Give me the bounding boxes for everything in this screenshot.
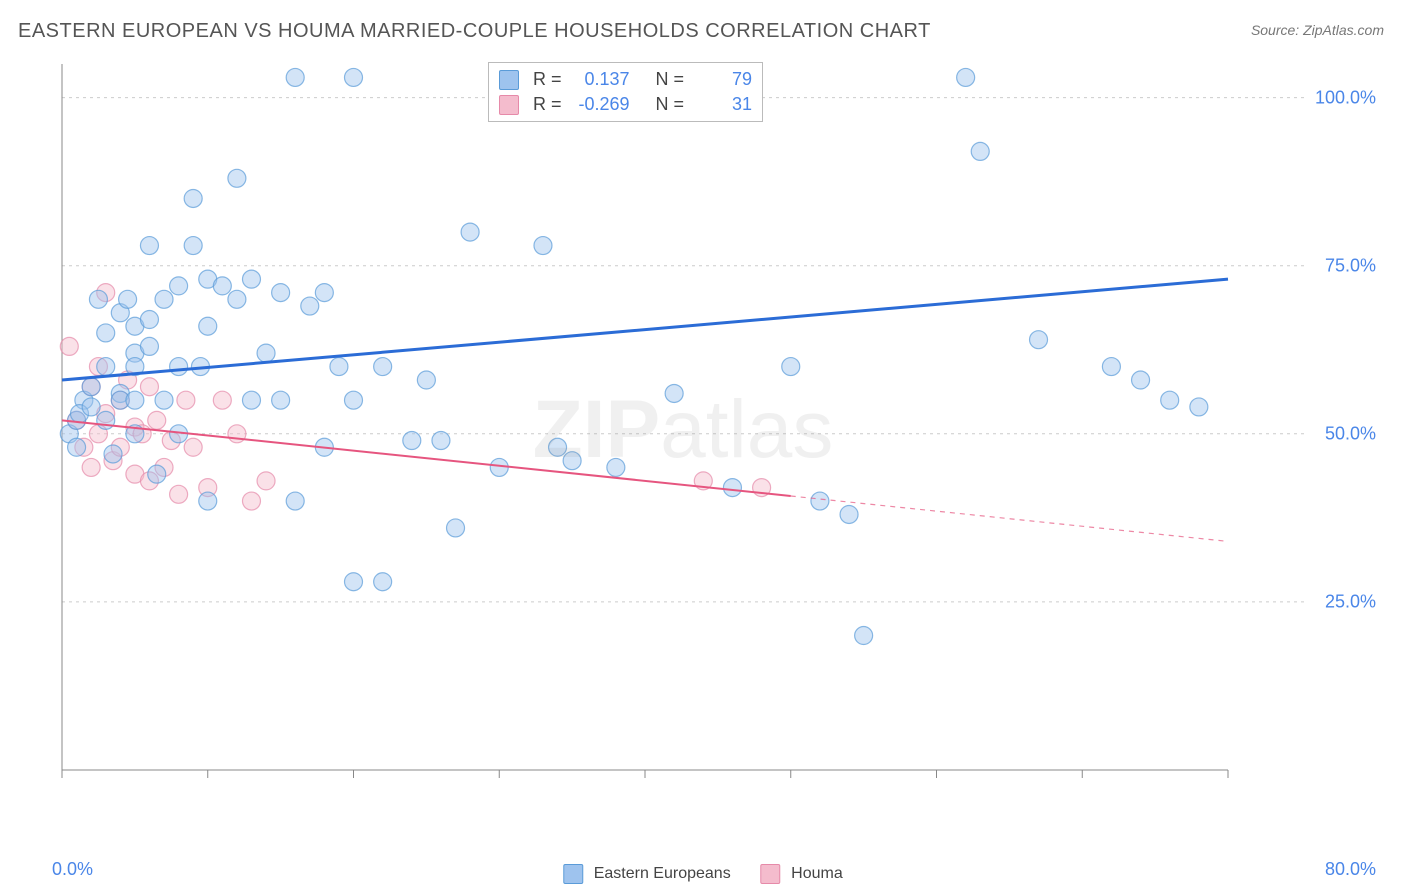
y-tick-label: 25.0% bbox=[1325, 591, 1376, 612]
n-value-pink: 31 bbox=[692, 94, 752, 115]
x-tick-label-max: 80.0% bbox=[1325, 859, 1376, 880]
r-label: R = bbox=[533, 94, 562, 115]
chart-title: EASTERN EUROPEAN VS HOUMA MARRIED-COUPLE… bbox=[18, 20, 931, 43]
y-tick-label: 100.0% bbox=[1315, 87, 1376, 108]
legend-swatch-blue bbox=[563, 864, 583, 884]
legend-swatch-pink bbox=[761, 864, 781, 884]
r-value-blue: 0.137 bbox=[570, 69, 630, 90]
source-label: Source: ZipAtlas.com bbox=[1251, 22, 1384, 38]
stats-legend-box: R = 0.137 N = 79 R = -0.269 N = 31 bbox=[488, 62, 763, 122]
legend-item-pink: Houma bbox=[761, 864, 843, 884]
legend-item-blue: Eastern Europeans bbox=[563, 864, 730, 884]
chart-container: EASTERN EUROPEAN VS HOUMA MARRIED-COUPLE… bbox=[0, 0, 1406, 892]
legend-label-pink: Houma bbox=[791, 865, 843, 882]
stats-row-blue: R = 0.137 N = 79 bbox=[499, 67, 752, 92]
y-tick-label: 50.0% bbox=[1325, 423, 1376, 444]
legend-label-blue: Eastern Europeans bbox=[594, 865, 731, 882]
swatch-pink bbox=[499, 95, 519, 115]
x-tick-label-min: 0.0% bbox=[52, 859, 93, 880]
scatter-svg bbox=[58, 60, 1308, 800]
r-label: R = bbox=[533, 69, 562, 90]
y-tick-label: 75.0% bbox=[1325, 255, 1376, 276]
plot-area: ZIPatlas R = 0.137 N = 79 R = -0.269 N =… bbox=[58, 60, 1308, 800]
n-label: N = bbox=[656, 94, 685, 115]
stats-row-pink: R = -0.269 N = 31 bbox=[499, 92, 752, 117]
swatch-blue bbox=[499, 70, 519, 90]
n-value-blue: 79 bbox=[692, 69, 752, 90]
n-label: N = bbox=[656, 69, 685, 90]
legend-bottom: Eastern Europeans Houma bbox=[563, 864, 842, 884]
r-value-pink: -0.269 bbox=[570, 94, 630, 115]
